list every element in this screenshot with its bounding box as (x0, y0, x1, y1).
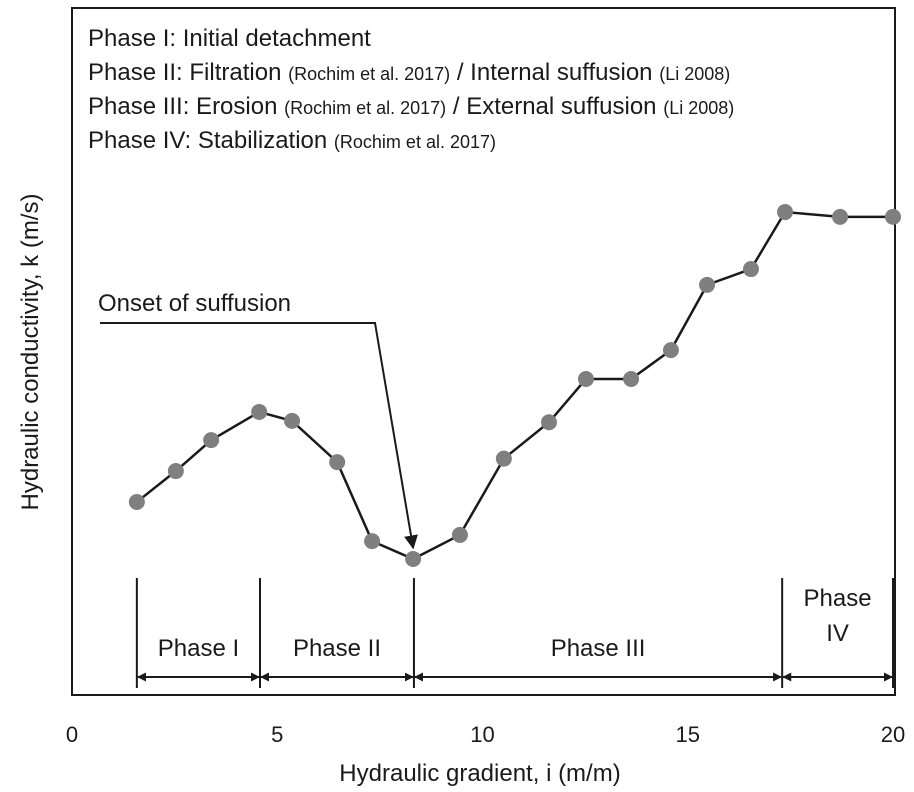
x-tick-label: 15 (676, 722, 700, 747)
header-text: / Internal suffusion (457, 59, 653, 86)
header-text: Phase II: Filtration (88, 59, 281, 86)
data-point (203, 432, 220, 449)
data-point (541, 414, 558, 431)
header-text: (Li 2008) (659, 64, 730, 84)
header-text: (Rochim et al. 2017) (288, 64, 450, 84)
data-point (742, 261, 759, 278)
data-point (451, 526, 468, 543)
data-point (251, 403, 268, 420)
phase-label: IV (826, 620, 849, 647)
data-point (662, 342, 679, 359)
header-text: / External suffusion (453, 93, 657, 120)
data-point (832, 208, 849, 225)
phase-label: Phase II (293, 635, 381, 662)
data-point (405, 550, 422, 567)
data-point (885, 208, 901, 225)
header-line: Phase II: Filtration (Rochim et al. 2017… (88, 59, 730, 86)
header-text: (Rochim et al. 2017) (284, 98, 446, 118)
phase-label: Phase I (158, 635, 239, 662)
phase-label: Phase (804, 585, 872, 612)
plot-frame (71, 7, 896, 696)
data-line (136, 210, 893, 561)
data-point (364, 533, 381, 550)
data-point (699, 276, 716, 293)
data-point (623, 370, 640, 387)
data-point (128, 493, 145, 510)
x-axis-label: Hydraulic gradient, i (m/m) (339, 760, 620, 787)
x-tick-label: 5 (271, 722, 283, 747)
header-line: Phase I: Initial detachment (88, 25, 371, 52)
header-text: Phase I: Initial detachment (88, 25, 371, 52)
header-line: Phase III: Erosion (Rochim et al. 2017) … (88, 93, 734, 120)
phase-label: Phase III (551, 635, 646, 662)
data-point (167, 463, 184, 480)
data-point (777, 204, 794, 221)
x-tick-label: 10 (470, 722, 494, 747)
header-text: (Rochim et al. 2017) (334, 132, 496, 152)
data-point (329, 454, 346, 471)
header-line: Phase IV: Stabilization (Rochim et al. 2… (88, 127, 496, 154)
data-point (577, 370, 594, 387)
x-tick-label: 20 (881, 722, 905, 747)
header-text: Phase IV: Stabilization (88, 127, 327, 154)
annotation-arrow (100, 322, 418, 550)
header-text: Phase III: Erosion (88, 93, 277, 120)
x-tick-label: 0 (66, 722, 78, 747)
data-point (284, 412, 301, 429)
header-text: (Li 2008) (663, 98, 734, 118)
y-axis-label: Hydraulic conductivity, k (m/s) (17, 194, 44, 511)
data-point (495, 450, 512, 467)
annotation-text: Onset of suffusion (98, 290, 291, 317)
